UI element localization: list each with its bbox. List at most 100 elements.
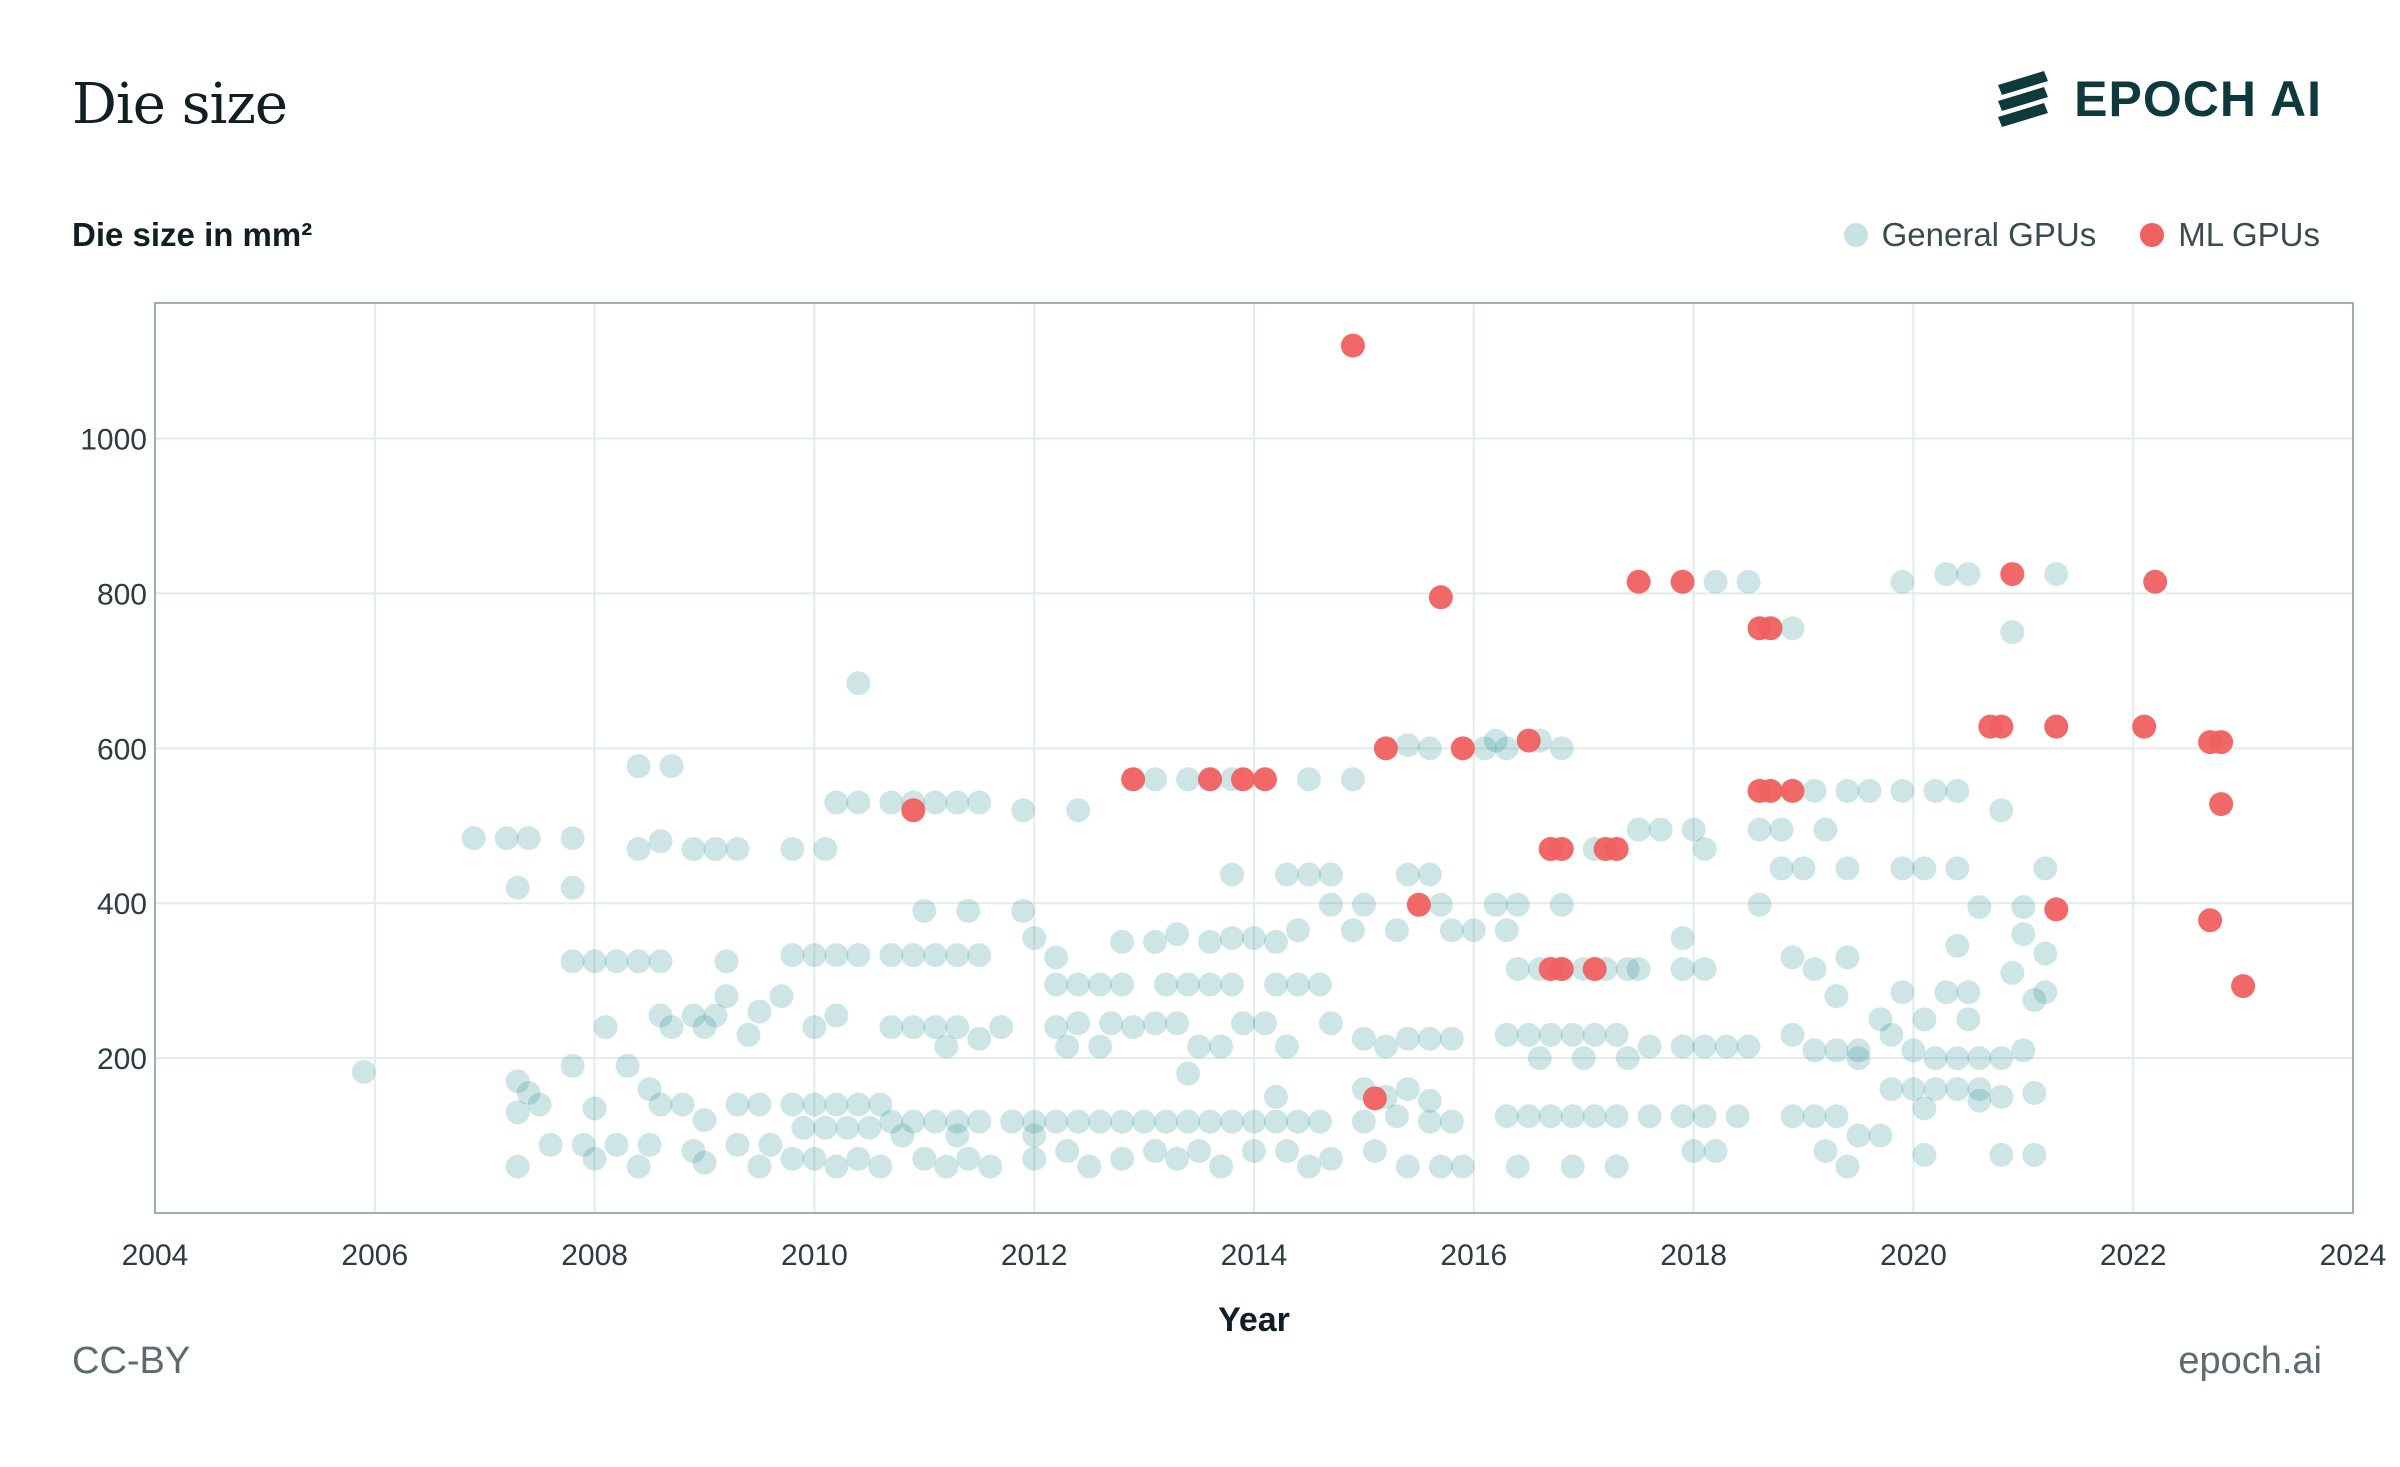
general-gpu-point[interactable] [1044, 1109, 1069, 1134]
general-gpu-point[interactable] [1274, 862, 1299, 887]
legend-item-general-gpus[interactable]: General GPUs [1843, 216, 2096, 254]
general-gpu-point[interactable] [1648, 817, 1673, 842]
general-gpu-point[interactable] [912, 1146, 937, 1171]
ml-gpu-point[interactable] [2143, 569, 2168, 594]
general-gpu-point[interactable] [1220, 926, 1245, 951]
ml-gpu-point[interactable] [1780, 778, 1805, 803]
general-gpu-point[interactable] [692, 1015, 717, 1040]
general-gpu-point[interactable] [769, 984, 794, 1009]
general-gpu-point[interactable] [1670, 926, 1695, 951]
general-gpu-point[interactable] [780, 1146, 805, 1171]
general-gpu-point[interactable] [692, 1150, 717, 1175]
general-gpu-point[interactable] [1538, 1022, 1563, 1047]
general-gpu-point[interactable] [1066, 1011, 1091, 1036]
ml-gpu-point[interactable] [1450, 736, 1475, 761]
general-gpu-point[interactable] [1494, 1022, 1519, 1047]
general-gpu-point[interactable] [780, 943, 805, 968]
general-gpu-point[interactable] [1088, 1109, 1113, 1134]
general-gpu-point[interactable] [1066, 798, 1091, 823]
general-gpu-point[interactable] [1285, 972, 1310, 997]
ml-gpu-point[interactable] [2231, 974, 2256, 999]
general-gpu-point[interactable] [1066, 972, 1091, 997]
general-gpu-point[interactable] [1571, 1046, 1596, 1071]
general-gpu-point[interactable] [1549, 892, 1574, 917]
general-gpu-point[interactable] [714, 949, 739, 974]
general-gpu-point[interactable] [648, 829, 673, 854]
ml-gpu-point[interactable] [1516, 728, 1541, 753]
general-gpu-point[interactable] [1934, 980, 1959, 1005]
general-gpu-point[interactable] [505, 875, 530, 900]
general-gpu-point[interactable] [1242, 1109, 1266, 1134]
general-gpu-point[interactable] [1604, 1104, 1629, 1129]
general-gpu-point[interactable] [1604, 1154, 1629, 1179]
general-gpu-point[interactable] [1956, 562, 1981, 587]
general-gpu-point[interactable] [1703, 1139, 1728, 1164]
ml-gpu-point[interactable] [901, 798, 926, 823]
general-gpu-point[interactable] [2022, 1080, 2047, 1105]
general-gpu-point[interactable] [1274, 1034, 1299, 1059]
general-gpu-point[interactable] [846, 790, 871, 815]
general-gpu-point[interactable] [824, 1003, 849, 1028]
general-gpu-point[interactable] [1681, 817, 1706, 842]
general-gpu-point[interactable] [1538, 1104, 1563, 1129]
general-gpu-point[interactable] [593, 1015, 618, 1040]
general-gpu-point[interactable] [967, 1026, 992, 1051]
general-gpu-point[interactable] [1989, 1046, 2014, 1071]
general-gpu-point[interactable] [681, 837, 706, 861]
general-gpu-point[interactable] [1780, 616, 1805, 641]
general-gpu-point[interactable] [813, 1115, 838, 1140]
general-gpu-point[interactable] [802, 1015, 827, 1040]
general-gpu-point[interactable] [1209, 1154, 1234, 1179]
general-gpu-point[interactable] [1022, 1123, 1047, 1148]
general-gpu-point[interactable] [2044, 562, 2069, 587]
general-gpu-point[interactable] [1417, 736, 1442, 761]
general-gpu-point[interactable] [1912, 1007, 1937, 1032]
general-gpu-point[interactable] [1263, 929, 1288, 954]
general-gpu-point[interactable] [1307, 972, 1332, 997]
general-gpu-point[interactable] [2022, 1142, 2047, 1167]
general-gpu-point[interactable] [560, 1053, 585, 1078]
general-gpu-point[interactable] [582, 1096, 607, 1121]
general-gpu-point[interactable] [1428, 1154, 1453, 1179]
general-gpu-point[interactable] [2022, 988, 2047, 1013]
general-gpu-point[interactable] [1637, 1034, 1662, 1059]
general-gpu-point[interactable] [1967, 895, 1992, 920]
general-gpu-point[interactable] [1417, 862, 1442, 887]
general-gpu-point[interactable] [846, 1092, 871, 1117]
general-gpu-point[interactable] [1121, 1015, 1146, 1040]
general-gpu-point[interactable] [1450, 1154, 1475, 1179]
general-gpu-point[interactable] [1967, 1046, 1992, 1071]
general-gpu-point[interactable] [1176, 1061, 1201, 1086]
general-gpu-point[interactable] [1373, 1034, 1398, 1059]
general-gpu-point[interactable] [1417, 1109, 1442, 1134]
general-gpu-point[interactable] [1945, 856, 1970, 881]
general-gpu-point[interactable] [1307, 1109, 1332, 1134]
general-gpu-point[interactable] [1318, 1146, 1343, 1171]
ml-gpu-point[interactable] [1670, 569, 1695, 594]
general-gpu-point[interactable] [582, 1146, 607, 1171]
general-gpu-point[interactable] [1527, 1046, 1552, 1071]
general-gpu-point[interactable] [1252, 1011, 1277, 1036]
general-gpu-point[interactable] [1318, 862, 1343, 887]
general-gpu-point[interactable] [1099, 1011, 1124, 1036]
general-gpu-point[interactable] [1912, 856, 1937, 881]
general-gpu-point[interactable] [813, 837, 838, 861]
general-gpu-point[interactable] [560, 949, 585, 974]
general-gpu-point[interactable] [1923, 1077, 1948, 1102]
general-gpu-point[interactable] [1956, 1007, 1981, 1032]
ml-gpu-point[interactable] [1549, 957, 1574, 982]
general-gpu-point[interactable] [1703, 569, 1728, 594]
general-gpu-point[interactable] [1802, 1038, 1827, 1063]
general-gpu-point[interactable] [582, 949, 607, 974]
general-gpu-point[interactable] [846, 1146, 871, 1171]
general-gpu-point[interactable] [516, 1080, 541, 1105]
general-gpu-point[interactable] [1220, 862, 1245, 887]
general-gpu-point[interactable] [1692, 1104, 1717, 1129]
general-gpu-point[interactable] [351, 1060, 376, 1085]
general-gpu-point[interactable] [890, 1123, 915, 1148]
general-gpu-point[interactable] [681, 1003, 706, 1028]
general-gpu-point[interactable] [1439, 1026, 1464, 1051]
general-gpu-point[interactable] [659, 754, 684, 779]
general-gpu-point[interactable] [626, 949, 651, 974]
ml-gpu-point[interactable] [1626, 569, 1651, 594]
